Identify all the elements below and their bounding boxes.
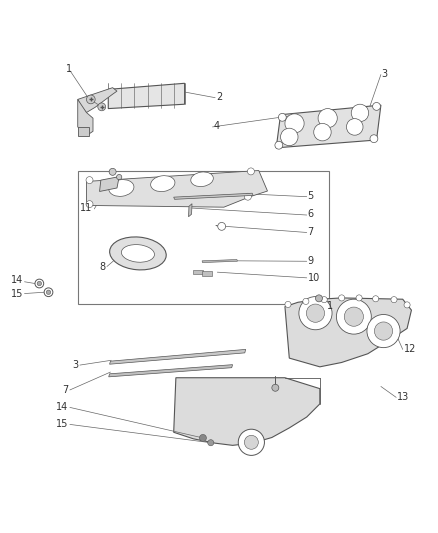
Text: 1: 1 (66, 64, 72, 74)
Circle shape (98, 103, 106, 111)
Text: 7: 7 (307, 227, 313, 237)
Circle shape (355, 295, 361, 301)
Circle shape (306, 304, 324, 322)
Text: 2: 2 (215, 92, 222, 102)
Ellipse shape (191, 172, 213, 187)
Circle shape (116, 174, 121, 180)
Circle shape (346, 119, 362, 135)
Circle shape (338, 295, 344, 301)
Polygon shape (201, 260, 237, 263)
Polygon shape (276, 105, 380, 148)
Text: 10: 10 (307, 273, 319, 283)
Bar (201, 271, 211, 276)
Circle shape (274, 141, 282, 149)
Circle shape (44, 288, 53, 296)
Polygon shape (110, 350, 245, 364)
Bar (193, 270, 202, 274)
Circle shape (247, 168, 254, 175)
Polygon shape (78, 87, 117, 112)
Circle shape (244, 193, 251, 200)
Circle shape (238, 429, 264, 455)
Text: 7: 7 (62, 385, 68, 395)
Circle shape (403, 302, 409, 308)
Circle shape (315, 295, 322, 302)
Circle shape (302, 298, 308, 304)
Text: 6: 6 (307, 209, 313, 219)
Circle shape (284, 114, 304, 133)
Circle shape (372, 296, 378, 302)
Polygon shape (78, 100, 93, 135)
Circle shape (284, 301, 290, 308)
Circle shape (278, 114, 286, 121)
Circle shape (271, 384, 278, 391)
Circle shape (313, 124, 330, 141)
Circle shape (37, 281, 42, 286)
Circle shape (318, 109, 336, 128)
Text: 8: 8 (99, 262, 105, 271)
Circle shape (244, 435, 258, 449)
Circle shape (207, 440, 213, 446)
Circle shape (369, 135, 377, 143)
Ellipse shape (150, 176, 174, 191)
Circle shape (35, 279, 44, 288)
Polygon shape (78, 127, 88, 135)
Text: 4: 4 (213, 121, 219, 131)
Text: 14: 14 (56, 402, 68, 413)
Circle shape (321, 296, 326, 303)
Circle shape (217, 222, 225, 230)
Text: 14: 14 (11, 276, 23, 286)
Circle shape (374, 322, 392, 340)
Circle shape (343, 307, 363, 326)
Circle shape (86, 200, 93, 208)
Ellipse shape (110, 237, 166, 270)
Circle shape (350, 104, 368, 122)
Circle shape (109, 168, 116, 175)
Polygon shape (99, 176, 119, 191)
Text: 9: 9 (307, 256, 313, 266)
Circle shape (280, 128, 297, 146)
Circle shape (298, 296, 331, 330)
Circle shape (86, 176, 93, 183)
Ellipse shape (109, 180, 134, 196)
Text: 5: 5 (307, 191, 313, 201)
Text: 12: 12 (403, 343, 415, 353)
Circle shape (46, 290, 50, 294)
Polygon shape (86, 171, 267, 207)
Text: 11: 11 (80, 204, 92, 214)
Polygon shape (108, 83, 184, 109)
Circle shape (372, 102, 380, 110)
Polygon shape (173, 193, 253, 199)
Bar (78, 171, 328, 304)
Polygon shape (109, 365, 232, 377)
Text: 15: 15 (56, 419, 68, 430)
Text: 3: 3 (72, 360, 78, 370)
Text: 3: 3 (381, 69, 387, 79)
Polygon shape (188, 204, 191, 217)
Polygon shape (284, 298, 410, 367)
Circle shape (366, 314, 399, 348)
Polygon shape (173, 378, 319, 446)
Ellipse shape (121, 245, 154, 262)
Circle shape (86, 95, 95, 104)
Circle shape (390, 296, 396, 303)
Text: 15: 15 (11, 289, 23, 300)
Text: 1: 1 (326, 301, 332, 311)
Text: 13: 13 (396, 392, 408, 402)
Circle shape (199, 434, 206, 441)
Circle shape (336, 299, 371, 334)
